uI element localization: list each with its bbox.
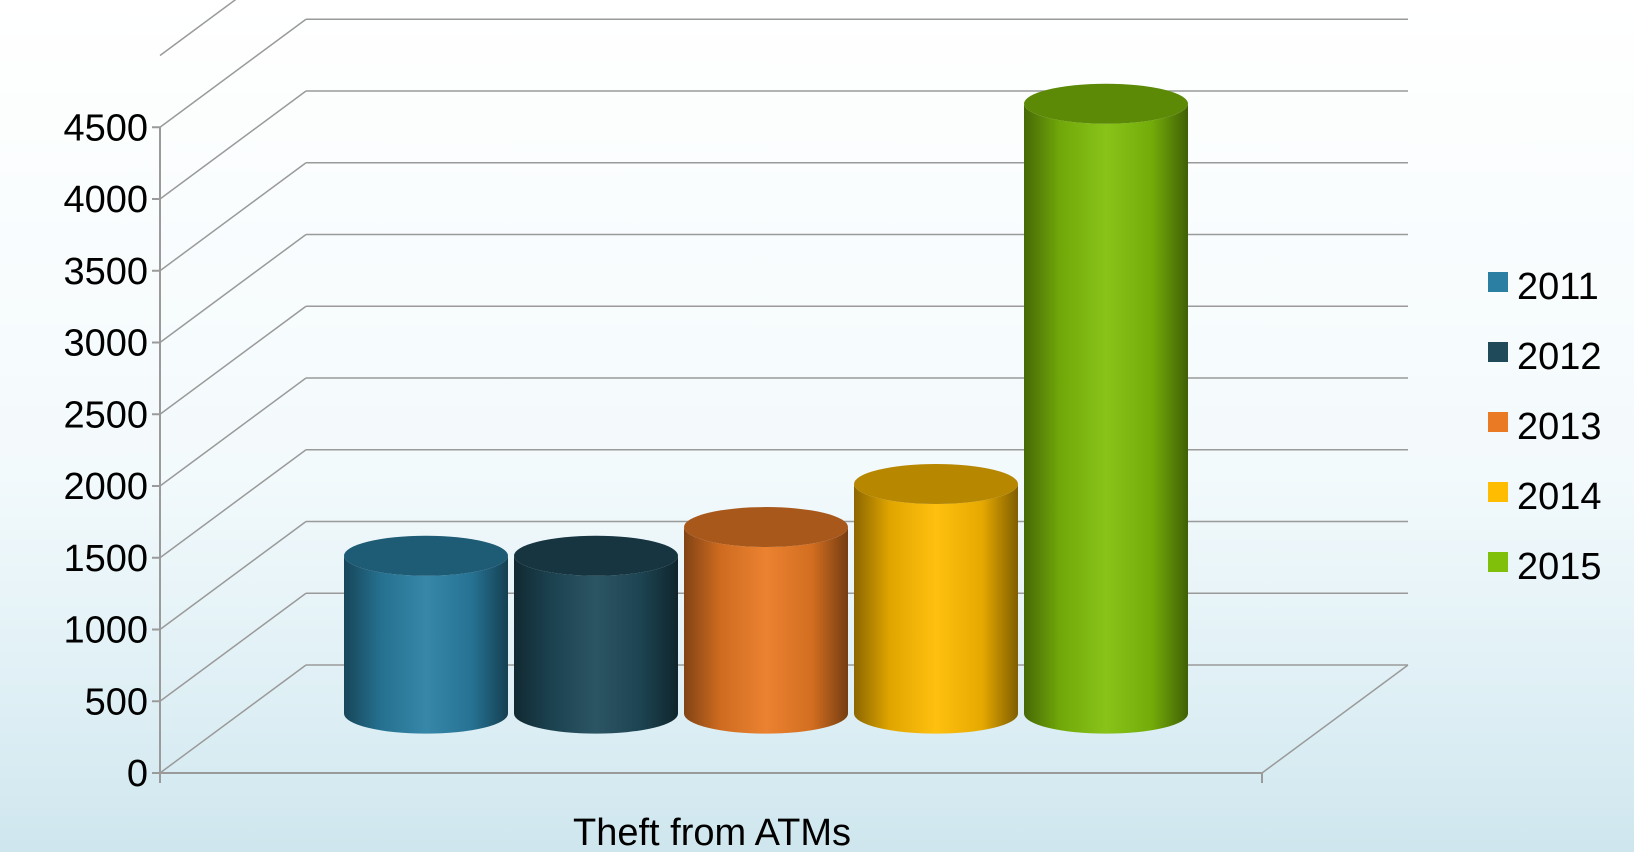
- y-tick-label: 3000: [63, 323, 148, 365]
- bar-body-2011: [344, 555, 508, 734]
- legend-swatch: [1488, 482, 1508, 502]
- bar-top-2011: [344, 535, 508, 576]
- legend-item-2015: 2015: [1488, 546, 1602, 588]
- legend-item-2014: 2014: [1488, 476, 1602, 518]
- bar-top-2012: [514, 535, 678, 576]
- gridline-side: [159, 377, 307, 487]
- x-axis-category-label: Theft from ATMs: [573, 812, 851, 852]
- bar-2013: [684, 507, 848, 734]
- bar-body-2014: [854, 484, 1018, 734]
- legend-label: 2013: [1517, 406, 1602, 448]
- bar-top-2014: [854, 464, 1018, 504]
- legend-label: 2011: [1517, 266, 1599, 308]
- gridline-side: [159, 305, 307, 415]
- gridline-side: [159, 90, 307, 200]
- bar-2014: [854, 464, 1018, 734]
- legend: 2011 2012 2013 2014 2015: [1488, 266, 1602, 588]
- y-tick-label: 1500: [63, 538, 148, 580]
- legend-label: 2012: [1517, 336, 1602, 378]
- legend-item-2012: 2012: [1488, 336, 1602, 378]
- legend-swatch: [1488, 342, 1508, 362]
- y-tick-label: 4000: [63, 179, 148, 221]
- bar-body-2013: [684, 527, 848, 734]
- legend-swatch: [1488, 412, 1508, 432]
- gridline-side: [159, 664, 307, 774]
- gridline-side: [159, 520, 307, 631]
- y-axis-tick-labels: 0 500 1000 1500 2000 2500 3000 3500 4000 4500: [63, 107, 148, 795]
- gridline-side: [159, 233, 307, 344]
- y-tick-label: 3500: [63, 251, 148, 293]
- legend-swatch: [1488, 272, 1508, 292]
- gridline-side: [159, 162, 307, 272]
- gridline-side: [159, 449, 307, 559]
- y-tick-label: 2000: [63, 466, 148, 508]
- bar-top-2015: [1024, 83, 1188, 124]
- gridline-side: [159, 18, 307, 128]
- y-tick-label: 500: [85, 681, 148, 723]
- bar-top-2013: [684, 507, 848, 548]
- bar-body-2012: [514, 555, 678, 734]
- bar-2015: [1024, 83, 1188, 734]
- y-tick-label: 1000: [63, 610, 148, 652]
- bars: [344, 83, 1188, 734]
- bar-2011: [344, 535, 508, 734]
- bar-body-2015: [1024, 103, 1188, 734]
- legend-item-2013: 2013: [1488, 406, 1602, 448]
- legend-swatch: [1488, 552, 1508, 572]
- legend-label: 2015: [1517, 546, 1602, 588]
- legend-item-2011: 2011: [1488, 266, 1599, 308]
- y-tick-label: 4500: [63, 107, 148, 149]
- floor-right-edge: [1261, 664, 1409, 774]
- gridline-side: [159, 592, 307, 702]
- y-tick-label: 2500: [63, 394, 148, 436]
- y-tick-label: 0: [127, 753, 148, 795]
- gridline-side: [159, 0, 237, 57]
- legend-label: 2014: [1517, 476, 1602, 518]
- bar-2012: [514, 535, 678, 734]
